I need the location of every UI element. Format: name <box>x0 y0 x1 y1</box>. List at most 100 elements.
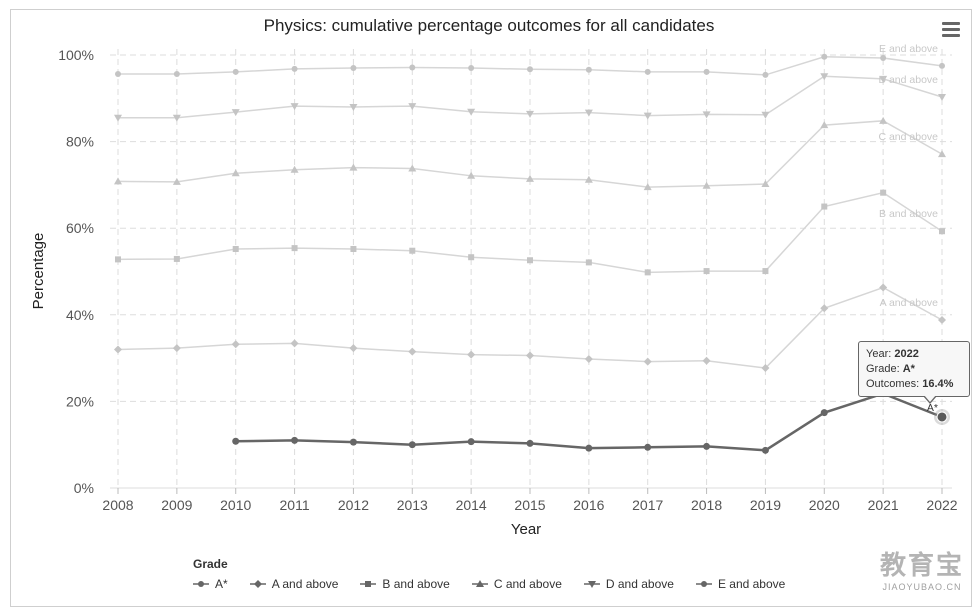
legend-title: Grade <box>193 557 228 571</box>
legend-marker-icon <box>249 580 266 588</box>
series-end-label: C and above <box>878 131 938 143</box>
x-tick-label: 2015 <box>514 497 545 513</box>
series-end-labels: A and above B and above C and above D and a… <box>878 43 938 414</box>
series-end-label: E and above <box>879 43 938 55</box>
y-tick-label: 80% <box>66 134 94 150</box>
y-axis-ticks: 0% 20% 40% 60% 80% 100% <box>58 47 94 496</box>
data-point <box>115 256 121 263</box>
data-point <box>468 64 475 71</box>
y-tick-label: 20% <box>66 393 94 409</box>
data-point <box>291 245 298 252</box>
data-point <box>467 171 476 179</box>
chart-frame <box>10 9 972 607</box>
x-tick-label: 2014 <box>456 497 487 513</box>
y-tick-label: 0% <box>74 480 94 496</box>
data-point <box>879 283 888 292</box>
data-point <box>232 68 239 75</box>
data-point <box>526 174 534 182</box>
data-point-ring <box>936 411 948 423</box>
x-tick-label: 2011 <box>280 497 310 513</box>
chart-legend: Grade A* A and above B and above C and abov… <box>193 557 785 591</box>
legend-item-c-and-above[interactable]: C and above <box>471 577 562 591</box>
data-tooltip: Year: 2022 Grade: A* Outcomes: 16.4% <box>858 341 970 397</box>
data-point <box>584 109 593 117</box>
data-point <box>821 203 828 210</box>
data-point <box>585 259 592 266</box>
data-point <box>880 189 887 196</box>
x-axis-label: Year <box>511 521 541 538</box>
data-point <box>408 164 417 172</box>
data-point <box>468 254 475 261</box>
legend-item-b-and-above[interactable]: B and above <box>360 577 450 591</box>
data-point <box>820 409 828 417</box>
data-point <box>232 245 239 252</box>
data-point <box>526 110 534 118</box>
data-point <box>350 245 357 252</box>
data-point <box>702 111 711 119</box>
data-point <box>115 71 121 78</box>
legend-marker <box>253 580 262 588</box>
data-point <box>231 340 240 349</box>
data-point <box>762 71 769 78</box>
tooltip-arrow-inner <box>924 395 936 402</box>
x-tick-label: 2016 <box>573 497 604 513</box>
y-axis-label: Percentage <box>30 233 47 310</box>
series-a- <box>232 390 950 454</box>
legend-item-e-and-above[interactable]: E and above <box>695 577 785 591</box>
data-point <box>290 165 299 173</box>
data-point <box>644 443 652 451</box>
data-point <box>821 53 828 60</box>
data-point <box>761 364 770 373</box>
series-d-and-above <box>114 73 946 122</box>
series-c-and-above <box>114 116 946 191</box>
legend-label: B and above <box>382 577 450 591</box>
tooltip-grade-value: A* <box>902 363 915 375</box>
data-point <box>703 68 710 75</box>
data-point <box>172 344 181 353</box>
data-point <box>880 55 887 62</box>
legend-label: A and above <box>271 577 339 591</box>
data-point <box>937 411 947 422</box>
legend-items: A* A and above B and above C and above D and… <box>193 577 785 591</box>
x-tick-label: 2018 <box>691 497 722 513</box>
data-point <box>761 111 770 119</box>
y-tick-label: 60% <box>66 220 94 236</box>
tooltip-year-label: Year: <box>866 348 892 360</box>
data-point <box>527 257 533 264</box>
legend-item-d-and-above[interactable]: D and above <box>583 577 674 591</box>
data-point <box>409 64 416 71</box>
x-tick-label: 2020 <box>809 497 840 513</box>
data-point <box>702 181 711 189</box>
x-tick-label: 2017 <box>632 497 663 513</box>
data-point <box>643 183 652 191</box>
data-point <box>232 437 240 445</box>
legend-marker <box>475 580 484 587</box>
legend-marker <box>700 581 707 587</box>
x-tick-label: 2019 <box>750 497 781 513</box>
legend-marker-icon <box>193 581 209 587</box>
data-point <box>408 347 417 356</box>
hamburger-menu-icon <box>942 22 960 25</box>
chart-menu-button[interactable] <box>942 22 960 38</box>
legend-item-a-[interactable]: A* <box>193 577 228 591</box>
data-point <box>467 438 475 446</box>
legend-marker-icon <box>583 581 600 588</box>
data-point <box>584 175 593 183</box>
watermark-domain: JIAOYUBAO.CN <box>882 582 962 592</box>
data-point <box>644 269 651 276</box>
data-point <box>408 103 417 111</box>
data-point <box>703 442 711 450</box>
legend-marker <box>365 581 372 587</box>
data-point <box>114 177 122 185</box>
data-point <box>939 228 945 235</box>
x-tick-label: 2010 <box>220 497 251 513</box>
data-point <box>291 65 298 72</box>
watermark-logo: 教育宝 JIAOYUBAO.CN <box>880 545 964 592</box>
data-point <box>702 356 711 365</box>
data-point <box>291 436 299 444</box>
x-tick-label: 2009 <box>161 497 192 513</box>
data-point <box>408 441 416 449</box>
legend-item-a-and-above[interactable]: A and above <box>249 577 339 591</box>
data-point <box>820 121 829 129</box>
